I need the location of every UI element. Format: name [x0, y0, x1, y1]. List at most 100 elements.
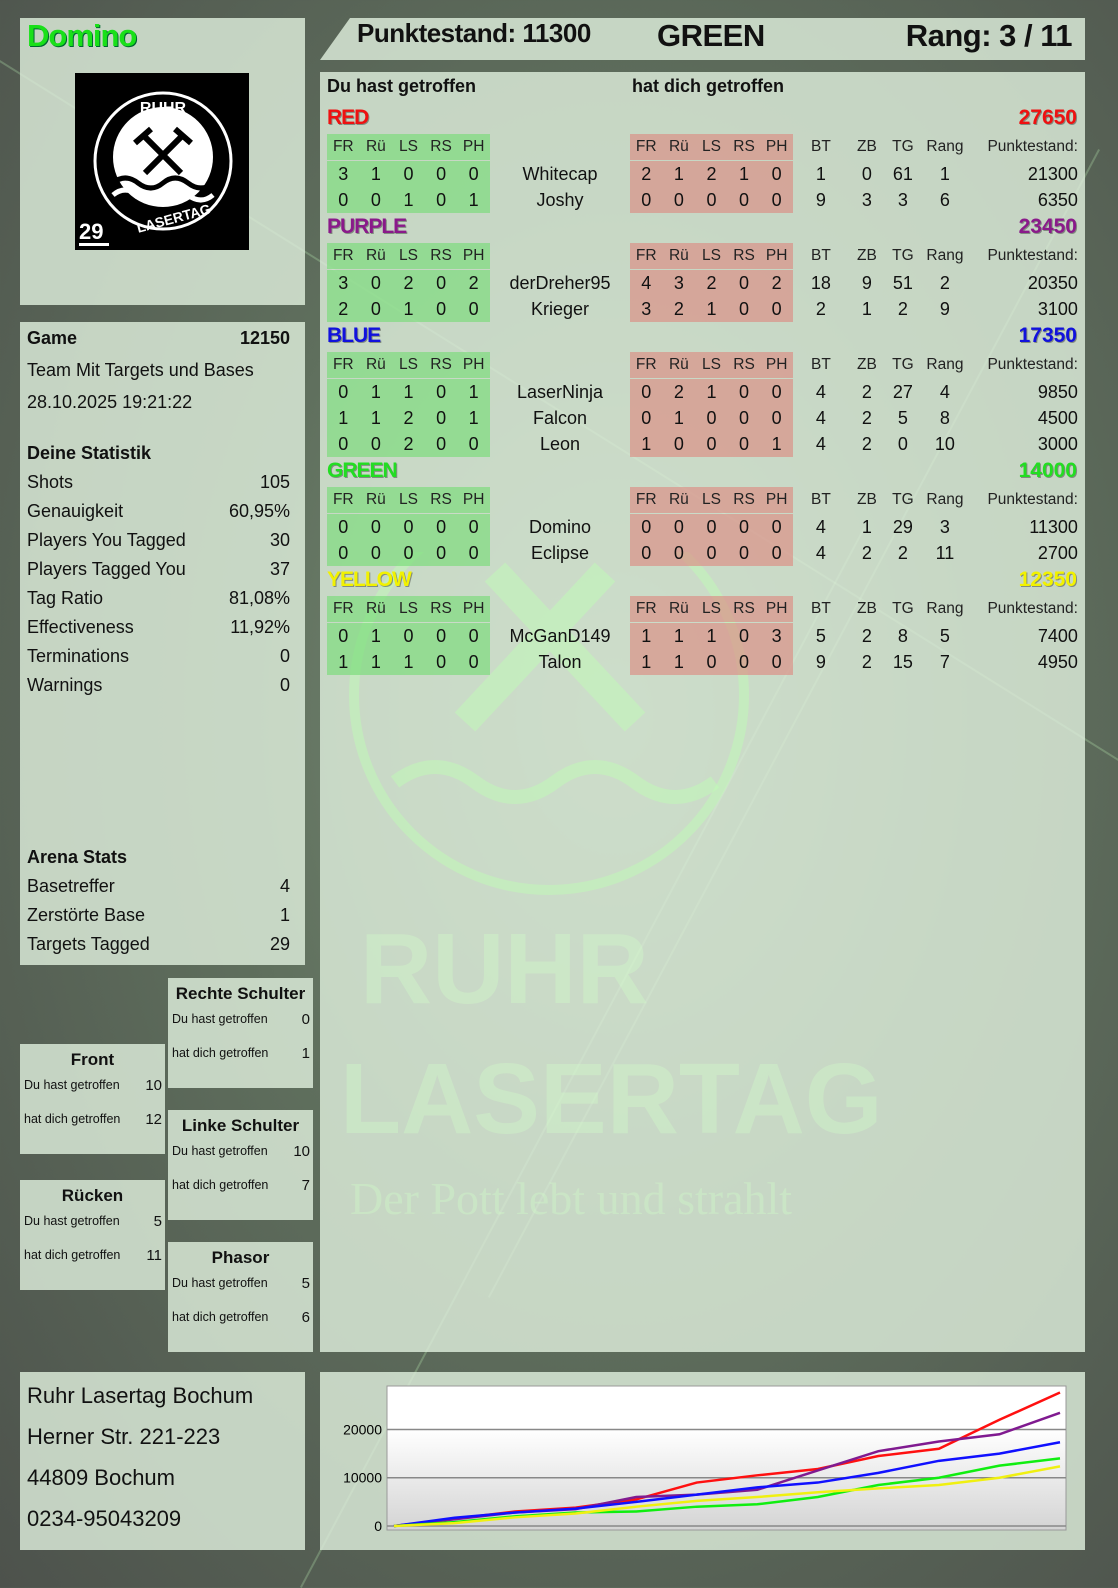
hit-you-cell: 0: [760, 161, 793, 187]
hit-you-cell: 1: [760, 431, 793, 457]
column-header: Rü: [662, 596, 696, 622]
column-header: LS: [392, 352, 425, 378]
hit-you-cell: 0: [760, 405, 793, 431]
hit-you-cell: 0: [695, 431, 728, 457]
hit-you-cell: 1: [695, 296, 728, 322]
rang-cell: 1: [939, 164, 950, 184]
you-hit-cell: 1: [359, 623, 393, 649]
you-hit-cell: 0: [359, 540, 393, 566]
you-hit-cell: 0: [327, 540, 360, 566]
player-row: 3 1 0 0 0 Whitecap 2 1 2 1 0 1 0 61 1 21300: [327, 161, 1078, 187]
stat-row: Warnings 0: [27, 675, 290, 696]
hit-you-cell: 2: [629, 161, 663, 187]
spacer: [490, 352, 630, 378]
score-cell: 3000: [1037, 434, 1078, 454]
tg-cell: 8: [897, 626, 908, 646]
column-header: Punktestand:: [987, 600, 1078, 617]
hit-you-cell: 2: [695, 161, 728, 187]
stat-value: 37: [269, 559, 290, 579]
arena-stat-label: Targets Tagged: [27, 934, 150, 954]
hit-you-cell: 3: [662, 270, 696, 296]
hit-you-cell: 1: [695, 623, 728, 649]
bt-cell: 4: [815, 434, 826, 454]
zone-you-hit-value: 5: [301, 1275, 310, 1292]
zb-cell: 9: [861, 273, 872, 293]
bt-cell: 1: [815, 164, 826, 184]
score-cell: 6350: [1037, 190, 1078, 210]
column-header: Rang: [926, 247, 964, 264]
stat-row: Shots 105: [27, 472, 290, 493]
column-header: PH: [760, 134, 793, 160]
hit-you-cell: 0: [629, 379, 663, 405]
hit-you-cell: 2: [695, 270, 728, 296]
score-chart: 0 10000 20000: [343, 1385, 1067, 1534]
y-tick-label: 0: [374, 1518, 382, 1534]
you-hit-cell: 2: [392, 405, 425, 431]
hit-you-cell: 1: [662, 405, 696, 431]
column-header: LS: [392, 487, 425, 513]
y-tick-label: 10000: [343, 1470, 382, 1486]
you-hit-cell: 1: [457, 379, 490, 405]
player-name-cell: McGanD149: [509, 626, 611, 646]
you-hit-cell: 1: [392, 379, 425, 405]
arena-stat-value: 1: [279, 905, 290, 925]
arena-title: Arena Stats: [27, 847, 290, 868]
column-header: Rü: [359, 596, 393, 622]
you-hit-cell: 0: [424, 649, 458, 675]
you-hit-cell: 1: [457, 405, 490, 431]
you-hit-cell: 3: [327, 270, 360, 296]
hit-you-cell: 0: [695, 187, 728, 213]
you-hit-cell: 0: [327, 623, 360, 649]
column-header: FR: [327, 352, 360, 378]
hit-you-title: hat dich getroffen: [632, 76, 784, 96]
header-score: Punktestand: 11300: [357, 18, 591, 48]
rang-cell: 3: [939, 517, 950, 537]
player-row: 3 0 2 0 2 derDreher95 4 3 2 0 2 18 9 51 2 20350: [327, 270, 1078, 296]
player-name-cell: Krieger: [530, 299, 589, 319]
game-label: Game: [27, 328, 78, 348]
player-name-cell: Domino: [528, 517, 591, 537]
team-total: 23450: [1018, 215, 1077, 238]
arena-stat-row: Basetreffer 4: [27, 876, 290, 897]
arena-stat-row: Targets Tagged 29: [27, 934, 290, 955]
you-hit-cell: 1: [457, 187, 490, 213]
column-header: FR: [629, 352, 663, 378]
column-header: Rang: [926, 491, 964, 508]
stat-label: Warnings: [27, 675, 103, 695]
hit-you-cell: 0: [727, 540, 761, 566]
watermark-slogan: Der Pott lebt und strahlt: [350, 1173, 793, 1224]
zone-front: Front Du hast getroffen 10 hat dich getroff…: [20, 1044, 165, 1154]
you-hit-cell: 1: [392, 296, 425, 322]
hit-you-cell: 1: [662, 623, 696, 649]
zone-you-hit-value: 5: [153, 1213, 162, 1230]
tg-cell: 51: [892, 273, 913, 293]
score-cell: 3100: [1037, 299, 1078, 319]
you-hit-cell: 0: [327, 514, 360, 540]
stat-value: 11,92%: [230, 617, 290, 637]
series-line-4: [393, 1465, 1061, 1528]
column-header: FR: [327, 243, 360, 269]
hit-you-cell: 0: [629, 187, 663, 213]
column-header: RS: [727, 487, 761, 513]
you-hit-cell: 0: [359, 296, 393, 322]
column-header: FR: [629, 243, 663, 269]
hit-you-cell: 1: [662, 649, 696, 675]
you-hit-cell: 0: [424, 431, 458, 457]
zb-cell: 2: [861, 408, 872, 428]
game-datetime-text: 28.10.2025 19:21:22: [27, 392, 193, 412]
bt-cell: 5: [815, 626, 826, 646]
zone-phasor: Phasor Du hast getroffen 5 hat dich getroff…: [168, 1242, 313, 1352]
column-header: BT: [811, 247, 831, 264]
series-line-2: [393, 1441, 1061, 1528]
column-header: FR: [629, 134, 663, 160]
column-header: Rü: [359, 243, 393, 269]
hit-you-cell: 0: [760, 379, 793, 405]
you-hit-cell: 0: [424, 379, 458, 405]
column-header: TG: [892, 356, 914, 373]
column-header: BT: [811, 356, 831, 373]
zone-you-hit-label: Du hast getroffen: [24, 1214, 120, 1228]
tg-cell: 61: [892, 164, 913, 184]
header-bar: [320, 18, 1085, 60]
arena-title-text: Arena Stats: [27, 847, 128, 867]
hit-you-cell: 3: [760, 623, 793, 649]
